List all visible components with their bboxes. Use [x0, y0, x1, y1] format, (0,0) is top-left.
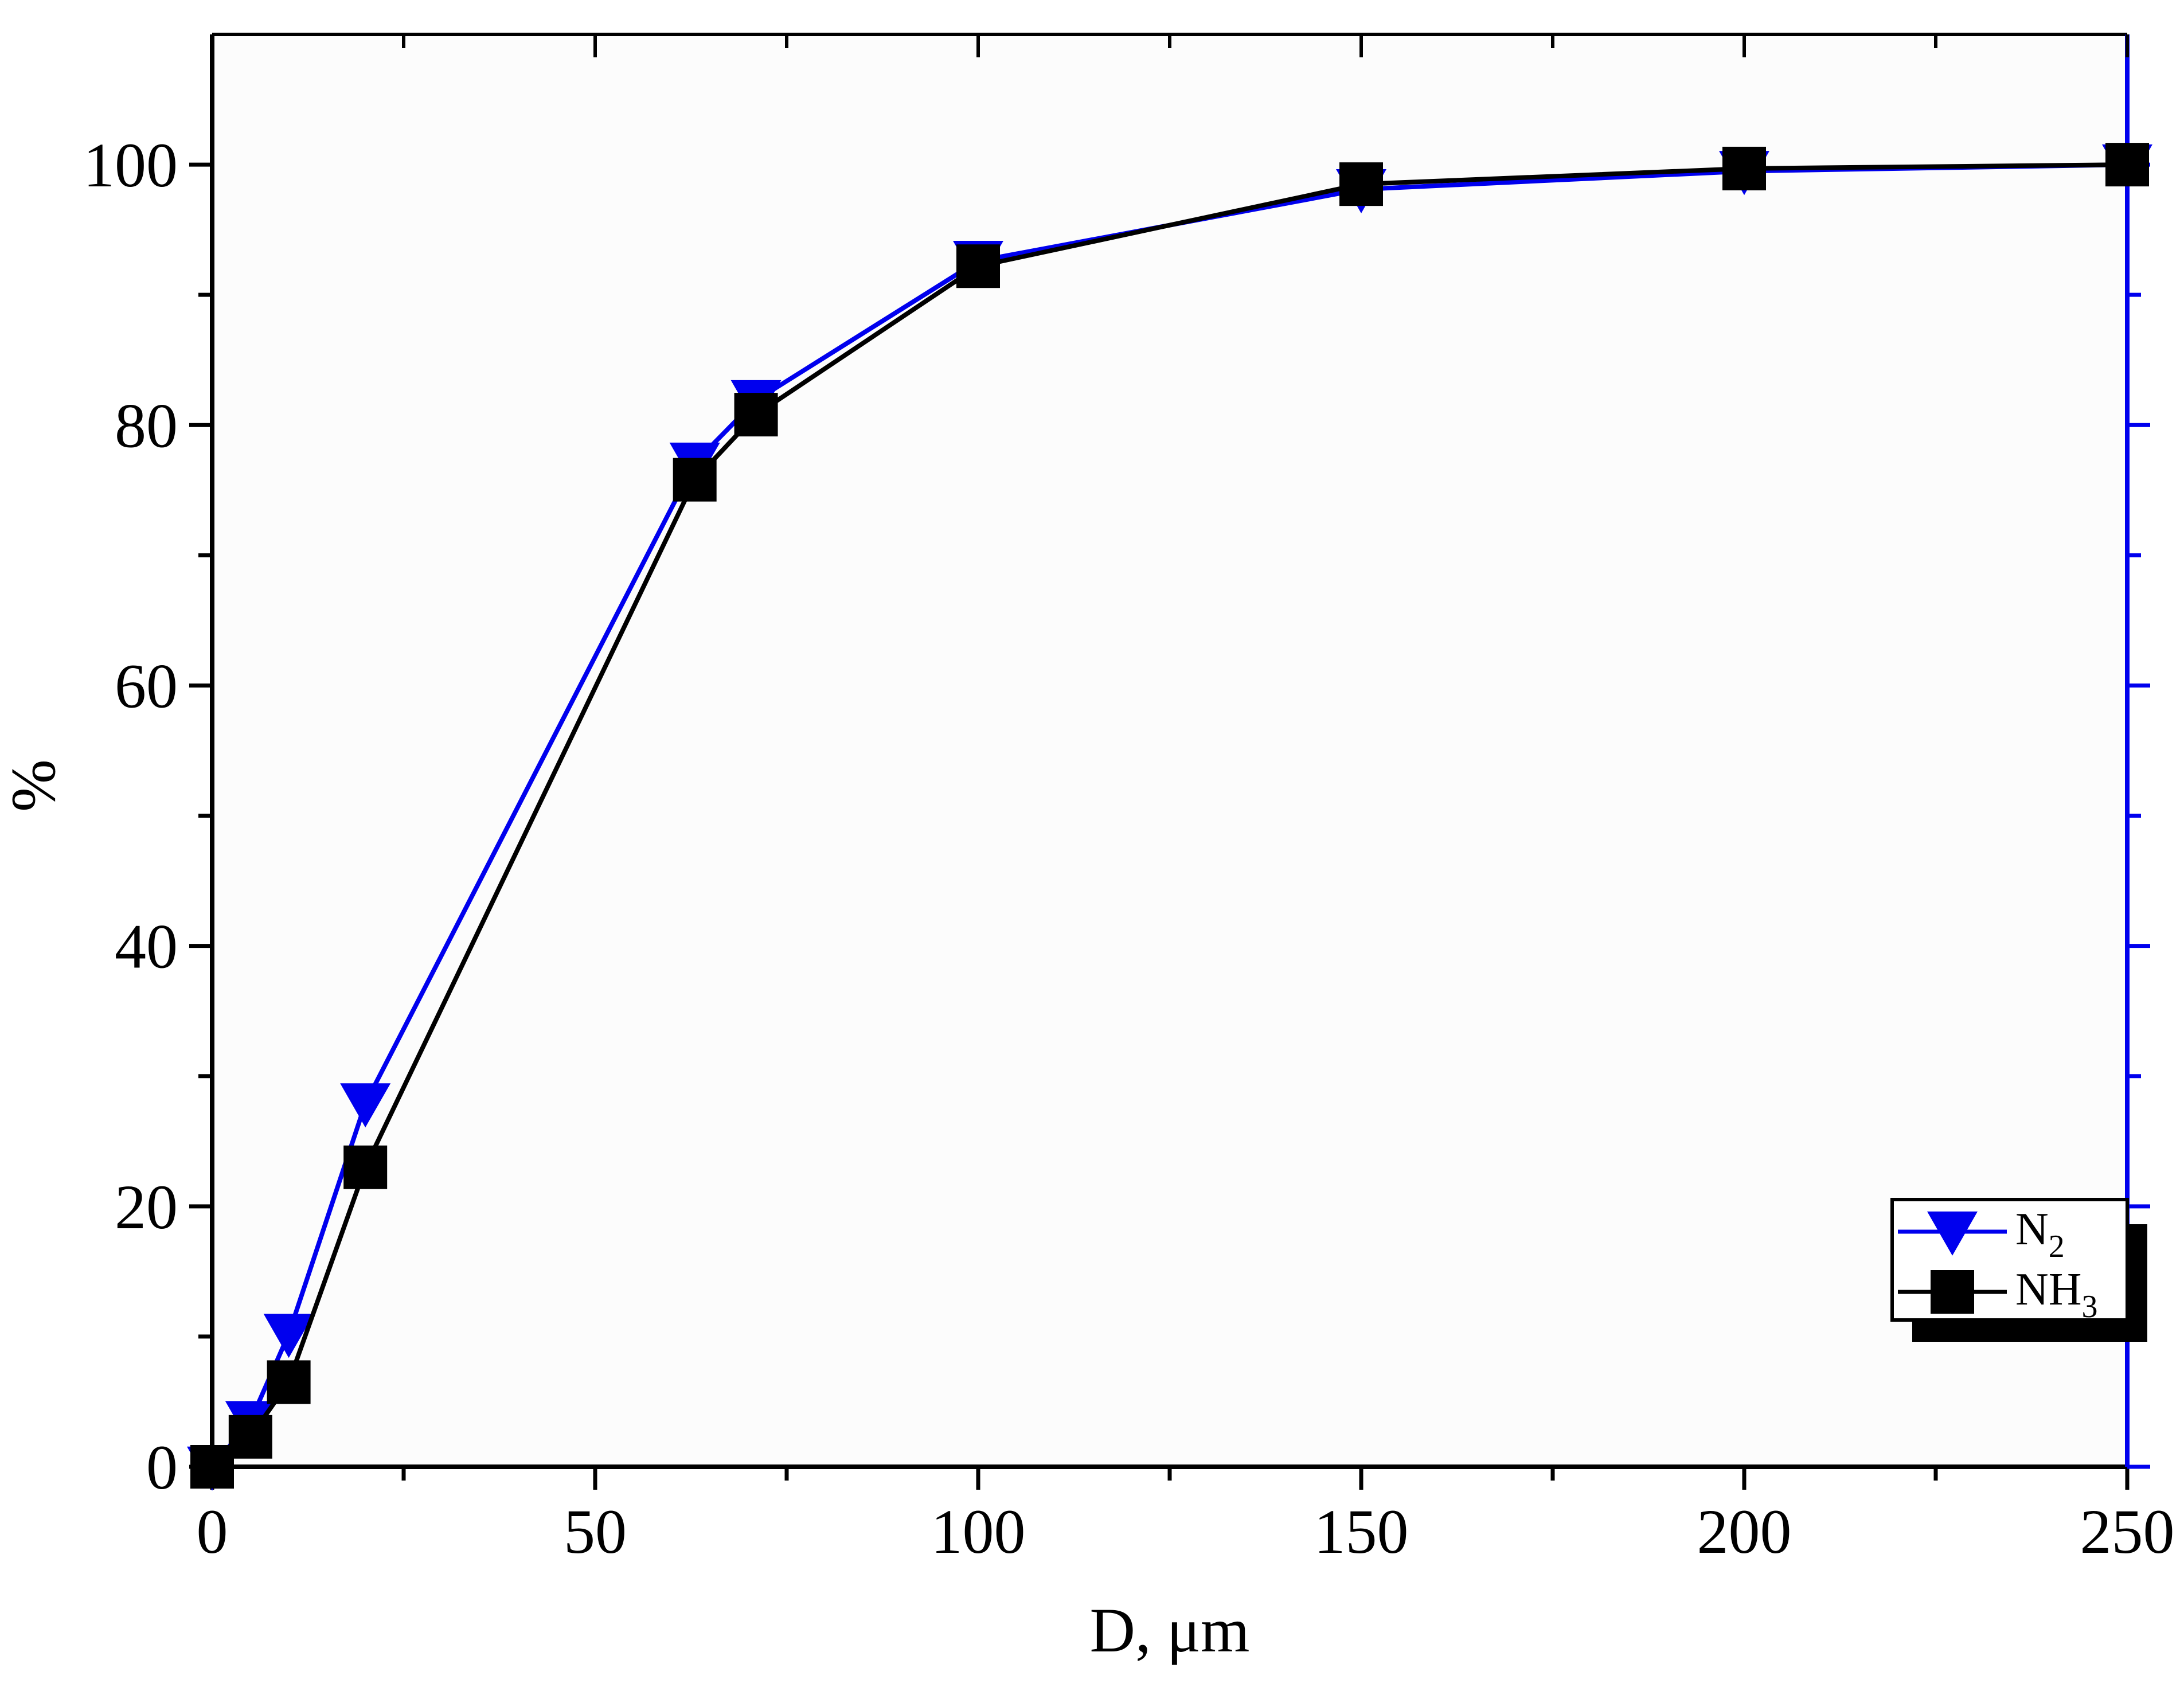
series-line-1 [210, 162, 2128, 1469]
series-0-point [263, 1314, 314, 1358]
legend-label-subscript: 2 [2049, 1229, 2065, 1264]
legend-marker-0 [1927, 1211, 1978, 1256]
series-1-point [673, 458, 717, 502]
legend-label-subscript: 3 [2082, 1289, 2098, 1325]
plot-background [212, 34, 2127, 1467]
x-tick-label: 50 [564, 1497, 627, 1567]
x-tick-label: 200 [1697, 1497, 1792, 1567]
y-tick-label: 40 [115, 912, 178, 982]
y-tick-label: 0 [146, 1432, 178, 1502]
y-tick-label: 60 [115, 651, 178, 721]
series-layer [187, 143, 2152, 1491]
axes: 0 50 100 150 200 250 0 20 40 60 80 100 [83, 33, 2175, 1567]
series-1-point [956, 244, 1000, 288]
x-tick-label: 100 [931, 1497, 1026, 1567]
series-1-point [228, 1415, 272, 1459]
series-1-point [267, 1360, 311, 1404]
x-tick-label: 150 [1314, 1497, 1409, 1567]
legend-marker-1 [1931, 1270, 1974, 1314]
x-axis-label: D, μm [1090, 1595, 1250, 1665]
series-1-point [734, 393, 778, 437]
series-1-point [1722, 146, 1766, 190]
series-1-point [343, 1145, 388, 1189]
y-axis-label: % [0, 759, 68, 812]
series-1-point [2105, 143, 2149, 187]
x-tick-label: 0 [197, 1497, 228, 1567]
series-1-point [1339, 162, 1383, 206]
y-tick-label: 20 [115, 1172, 178, 1242]
legend-label-1: NH3 [2015, 1264, 2098, 1325]
series-0-point [340, 1083, 391, 1128]
legend-label-0: N2 [2015, 1204, 2065, 1264]
legend-label-main: N [2015, 1204, 2049, 1255]
series-1-point [190, 1445, 234, 1489]
legend-label-main: NH [2015, 1264, 2082, 1315]
y-tick-label: 80 [115, 390, 178, 460]
x-tick-label: 250 [2080, 1497, 2175, 1567]
y-tick-label: 100 [83, 130, 178, 200]
